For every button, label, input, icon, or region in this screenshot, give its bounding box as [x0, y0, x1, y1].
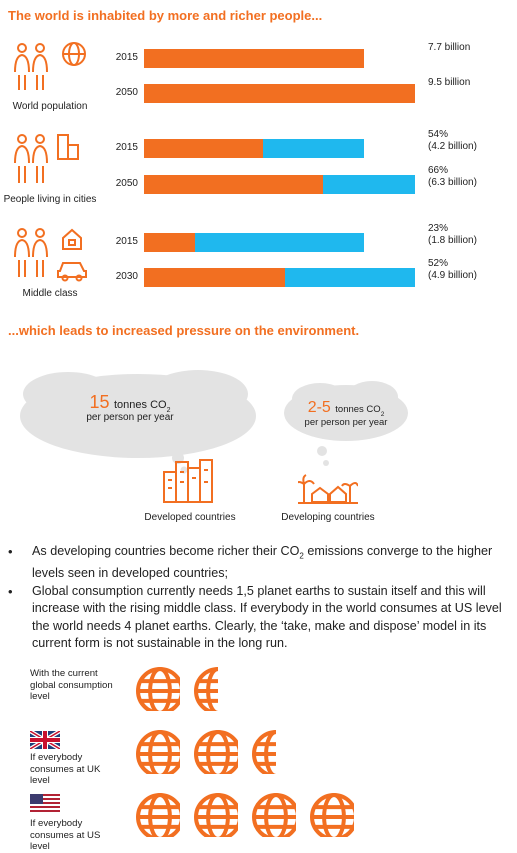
bar-orange	[144, 233, 195, 252]
developing-unit-sub: 2	[380, 411, 385, 419]
developed-number: 15	[89, 392, 110, 412]
bar-blue	[263, 139, 364, 158]
consumption-label-us: If everybody consumes at US level	[30, 818, 101, 852]
value-label: 9.5 billion	[428, 77, 470, 89]
bar-orange	[144, 175, 323, 194]
developed-caption: Developed countries	[144, 512, 236, 523]
bullet-item: • As developing countries become richer …	[8, 543, 508, 583]
bar-orange	[144, 49, 364, 68]
developed-per: per person per year	[86, 412, 174, 423]
consumption-label-uk: If everybody consumes at UK level	[30, 752, 101, 786]
earth-globe-icon	[194, 730, 238, 774]
developing-per: per person per year	[304, 417, 388, 428]
value-label: 52% (4.9 billion)	[428, 258, 477, 282]
group-label-world-population: World population	[12, 101, 88, 112]
bullet-text-1a: As developing countries become richer th…	[32, 544, 300, 558]
value-line-2: (4.2 billion)	[428, 141, 477, 152]
bar-orange	[144, 139, 263, 158]
bullet-text-2: Global consumption currently needs 1,5 p…	[32, 583, 502, 651]
value-line-2: (6.3 billion)	[428, 177, 477, 188]
earth-globe-icon	[252, 730, 276, 774]
developed-amount: 15 tonnes CO2	[60, 392, 200, 414]
people-city-icon	[14, 134, 79, 183]
bullet-text-1b: emissions converge to the higher levels …	[32, 544, 493, 581]
earth-globe-icon	[136, 730, 180, 774]
earth-globe-icon	[194, 667, 218, 711]
value-label: 7.7 billion	[428, 42, 470, 54]
earth-globe-icon	[136, 667, 180, 711]
value-line-1: 23%	[428, 223, 449, 234]
developing-caption: Developing countries	[281, 512, 375, 523]
earth-globe-icon	[194, 793, 238, 837]
city-buildings-icon	[163, 459, 213, 503]
bar-blue	[285, 268, 415, 287]
value-line-1: 7.7 billion	[428, 42, 471, 53]
value-line-1: 54%	[428, 129, 449, 140]
developed-cloud	[20, 370, 256, 474]
group-label-middle-class: Middle class	[22, 288, 78, 299]
developed-unit: tonnes CO	[113, 399, 167, 411]
bullet-item: • Global consumption currently needs 1,5…	[8, 583, 508, 653]
bar-orange	[144, 84, 415, 103]
earth-globe-icon	[136, 793, 180, 837]
headline-top: The world is inhabited by more and riche…	[8, 8, 323, 23]
earth-globe-icon	[252, 793, 296, 837]
bar-blue	[323, 175, 415, 194]
value-line-1: 52%	[428, 258, 449, 269]
value-line-1: 66%	[428, 165, 449, 176]
bullet-text-1: As developing countries become richer th…	[32, 543, 508, 583]
value-line-2: (1.8 billion)	[428, 235, 477, 246]
value-label: 23% (1.8 billion)	[428, 223, 477, 247]
bullet-dot: •	[8, 583, 13, 599]
year-label: 2030	[115, 271, 138, 282]
year-label: 2015	[115, 52, 138, 63]
developing-number: 2-5	[307, 399, 331, 416]
year-label: 2050	[115, 87, 138, 98]
year-label: 2015	[115, 236, 138, 247]
bullet-text-1-sub: 2	[299, 551, 304, 561]
consumption-label-current: With the current global consumption leve…	[30, 668, 113, 702]
headline-bottom: ...which leads to increased pressure on …	[8, 323, 360, 338]
year-label: 2015	[115, 142, 138, 153]
bullet-list: • As developing countries become richer …	[8, 543, 508, 653]
value-label: 54% (4.2 billion)	[428, 129, 477, 153]
bar-blue	[195, 233, 364, 252]
people-globe-icon	[14, 42, 86, 90]
uk-flag-icon	[30, 731, 60, 749]
year-label: 2050	[115, 178, 138, 189]
developing-cloud	[284, 381, 408, 466]
value-line-1: 9.5 billion	[428, 77, 471, 88]
group-label-cities: People living in cities	[3, 194, 97, 205]
earth-globe-icon	[310, 793, 354, 837]
developing-amount: 2-5 tonnes CO2	[290, 399, 402, 418]
bullet-dot: •	[8, 544, 13, 559]
village-palm-icon	[298, 474, 358, 504]
developed-unit-sub: 2	[166, 407, 171, 415]
value-line-2: (4.9 billion)	[428, 270, 477, 281]
us-flag-icon	[30, 794, 60, 812]
people-house-car-icon	[14, 228, 87, 282]
value-label: 66% (6.3 billion)	[428, 165, 477, 189]
developing-unit: tonnes CO	[335, 404, 381, 415]
bar-orange	[144, 268, 285, 287]
